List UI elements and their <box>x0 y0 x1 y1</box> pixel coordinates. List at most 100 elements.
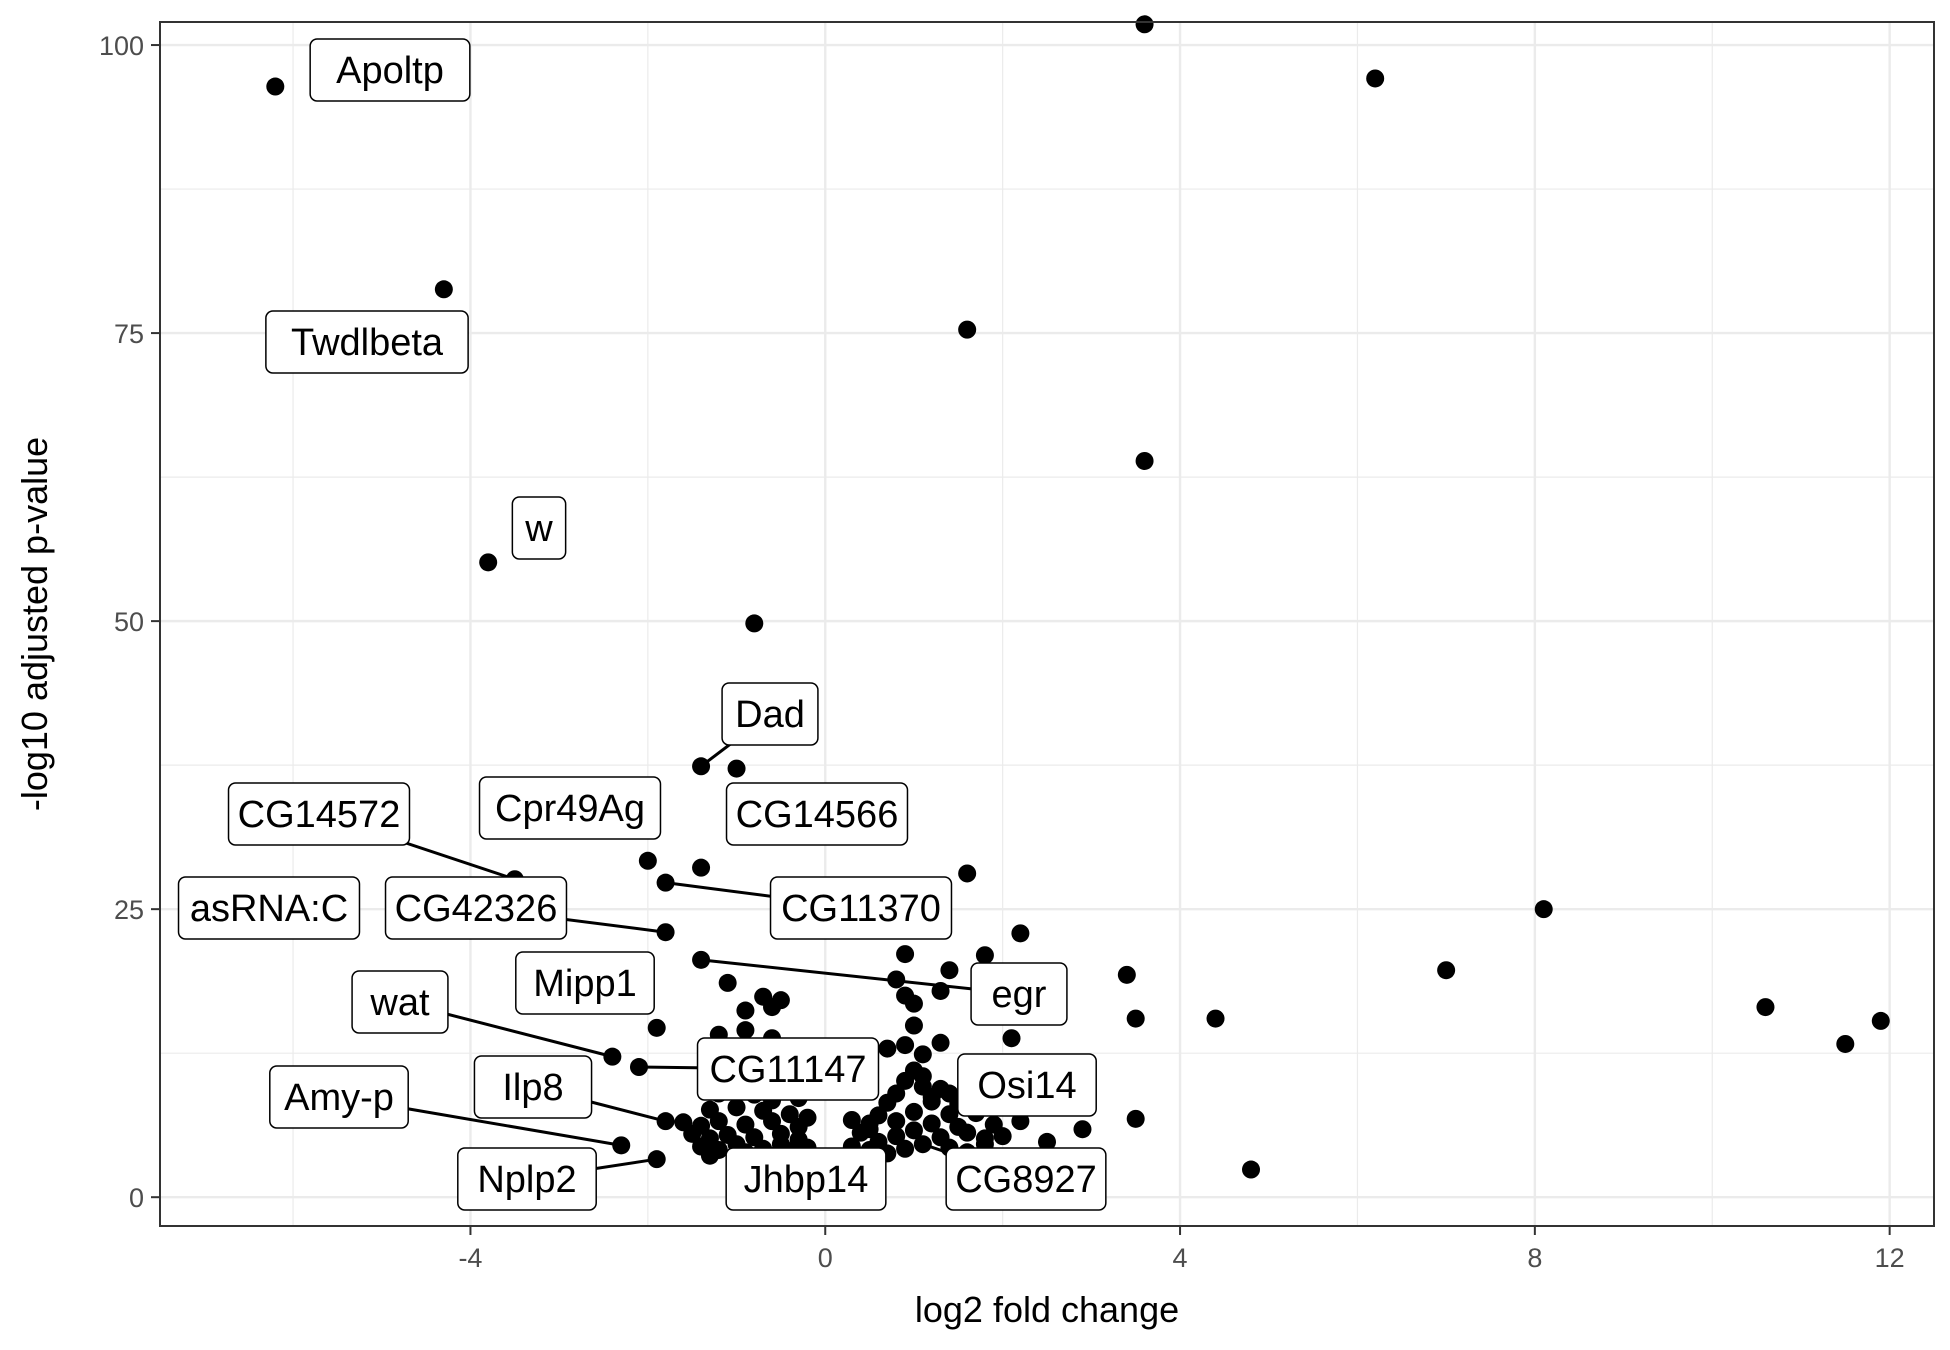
gene-label: CG11147 <box>696 1037 880 1101</box>
data-point <box>727 759 746 778</box>
data-point <box>904 1102 923 1121</box>
gene-label-box <box>384 876 568 940</box>
data-point <box>1038 1132 1056 1151</box>
data-point <box>612 1136 631 1155</box>
data-point <box>940 961 959 980</box>
gene-label-text: Mipp1 <box>533 963 637 1005</box>
gene-label-box <box>696 1037 880 1101</box>
data-point <box>1002 1029 1021 1048</box>
gene-label-text: Ilp8 <box>502 1067 563 1109</box>
gene-label-box <box>945 1147 1107 1211</box>
data-point <box>993 1127 1012 1146</box>
data-point <box>647 1018 666 1037</box>
gene-label: wat <box>351 970 449 1034</box>
gene-label-text: Cpr49Ag <box>495 788 645 830</box>
data-point <box>1206 1009 1225 1028</box>
data-point <box>842 1111 861 1130</box>
data-point <box>709 1112 728 1131</box>
data-point <box>1117 965 1136 984</box>
data-point <box>763 998 782 1017</box>
gene-label: CG42326 <box>384 876 568 940</box>
gene-label-box <box>473 1055 593 1119</box>
data-point <box>1126 1109 1145 1128</box>
gene-label: Ilp8 <box>473 1055 593 1119</box>
gene-label-box <box>309 38 471 102</box>
data-point <box>638 851 657 870</box>
y-tick-label: 75 <box>114 319 144 349</box>
gene-label-box <box>457 1147 597 1211</box>
data-point <box>1135 451 1154 470</box>
data-point <box>736 1001 755 1020</box>
gene-label-box <box>478 776 662 840</box>
data-point <box>913 1135 932 1154</box>
gene-label-box <box>970 962 1068 1026</box>
gene-label: Osi14 <box>957 1053 1097 1117</box>
data-point <box>1366 69 1385 88</box>
gene-label-box <box>769 876 953 940</box>
data-point <box>656 1112 675 1131</box>
gene-label-text: w <box>524 508 553 550</box>
gene-label-text: CG11370 <box>781 888 941 930</box>
gene-label: asRNA:C <box>177 876 361 940</box>
gene-label: Apoltp <box>309 38 471 102</box>
gene-label-box <box>725 782 909 846</box>
data-point <box>922 1114 941 1133</box>
data-point <box>656 923 675 942</box>
data-point <box>1073 1120 1092 1139</box>
x-tick-label: 8 <box>1527 1243 1542 1273</box>
data-point <box>869 1106 888 1125</box>
data-point <box>683 1124 702 1143</box>
data-point <box>887 1112 906 1131</box>
data-point <box>904 1016 923 1035</box>
y-tick-label: 25 <box>114 895 144 925</box>
gene-label-text: Nplp2 <box>477 1159 576 1201</box>
gene-label: Amy-p <box>269 1065 409 1129</box>
gene-label: CG8927 <box>945 1147 1107 1211</box>
gene-label-box <box>725 1147 887 1211</box>
data-point <box>887 1084 906 1103</box>
gene-label-text: CG14572 <box>238 794 401 836</box>
gene-label-box <box>269 1065 409 1129</box>
data-point <box>1756 998 1775 1017</box>
data-point <box>931 1033 950 1052</box>
gene-labels: Apoltp Twdlbeta w Dad CG14572 Cpr49Ag CG14566 a… <box>177 38 1107 1211</box>
gene-label: CG14566 <box>725 782 909 846</box>
gene-label-text: Amy-p <box>284 1077 394 1119</box>
data-point <box>718 973 737 992</box>
data-point <box>656 873 675 892</box>
data-point <box>692 858 711 877</box>
gene-label-text: Osi14 <box>977 1065 1076 1107</box>
data-point <box>913 1045 932 1064</box>
gene-label-text: Jhbp14 <box>744 1159 869 1201</box>
gene-label: CG11370 <box>769 876 953 940</box>
y-axis-title: -log10 adjusted p-value <box>14 437 55 811</box>
y-axis-ticks: 0 25 50 75 100 <box>99 31 160 1213</box>
gene-label-box <box>351 970 449 1034</box>
data-point <box>913 1067 932 1086</box>
data-point <box>958 864 977 883</box>
y-tick-label: 50 <box>114 607 144 637</box>
gene-label-box <box>957 1053 1097 1117</box>
gene-label-text: CG8927 <box>955 1159 1097 1201</box>
y-tick-label: 100 <box>99 31 144 61</box>
data-point <box>887 1127 906 1146</box>
data-point <box>931 1079 950 1098</box>
data-point <box>763 1112 782 1131</box>
data-point <box>629 1058 648 1077</box>
data-point <box>922 1092 941 1111</box>
data-point <box>1242 1160 1261 1179</box>
data-point <box>1135 15 1154 34</box>
gene-label: Cpr49Ag <box>478 776 662 840</box>
data-point <box>904 1121 923 1140</box>
gene-label-text: Dad <box>735 694 805 736</box>
data-point <box>266 77 285 96</box>
gene-label-text: wat <box>369 982 430 1024</box>
x-tick-label: -4 <box>458 1243 482 1273</box>
data-point <box>692 950 711 969</box>
gene-label: Jhbp14 <box>725 1147 887 1211</box>
data-point <box>727 1098 746 1117</box>
data-point <box>896 945 915 964</box>
gene-label: Nplp2 <box>457 1147 597 1211</box>
gene-label-box <box>515 951 655 1015</box>
